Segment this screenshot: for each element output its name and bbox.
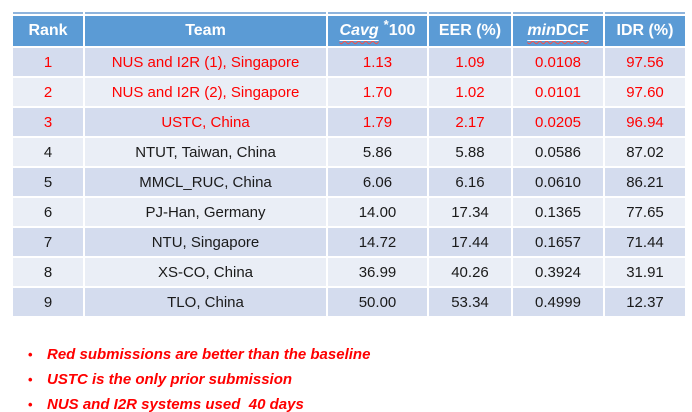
cell-cavg: 1.13 (328, 48, 427, 76)
cell-cavg: 1.79 (328, 108, 427, 136)
cell-team: TLO, China (85, 288, 326, 316)
cell-rank: 5 (13, 168, 83, 196)
cell-mindcf: 0.3924 (513, 258, 603, 286)
cell-mindcf: 0.0610 (513, 168, 603, 196)
bullet-icon: • (28, 347, 33, 362)
table-top-border-segment (429, 12, 511, 14)
cell-team: PJ-Han, Germany (85, 198, 326, 226)
cell-eer: 17.44 (429, 228, 511, 256)
col-header-team: Team (85, 16, 326, 46)
cell-eer: 5.88 (429, 138, 511, 166)
col-header-rank: Rank (13, 16, 83, 46)
table-top-border (13, 12, 685, 14)
cell-cavg: 50.00 (328, 288, 427, 316)
table-top-border-segment (85, 12, 326, 14)
cell-rank: 4 (13, 138, 83, 166)
table-top-border-segment (513, 12, 603, 14)
notes-list: • Red submissions are better than the bas… (28, 344, 370, 412)
cell-idr: 31.91 (605, 258, 685, 286)
cell-cavg: 6.06 (328, 168, 427, 196)
cell-idr: 96.94 (605, 108, 685, 136)
cell-idr: 86.21 (605, 168, 685, 196)
table-row: 7 NTU, Singapore 14.72 17.44 0.1657 71.44 (13, 228, 685, 256)
cell-team: XS-CO, China (85, 258, 326, 286)
cavg-label: Cavg (339, 22, 379, 39)
table-top-border-segment (328, 12, 427, 14)
mindcf-min-label: min (527, 22, 556, 39)
cell-idr: 77.65 (605, 198, 685, 226)
cell-mindcf: 0.4999 (513, 288, 603, 316)
cell-rank: 7 (13, 228, 83, 256)
bullet-icon: • (28, 372, 33, 387)
cell-team: NTUT, Taiwan, China (85, 138, 326, 166)
results-table: Rank Team Cavg *100 EER (%) minDCF IDR (%… (11, 10, 687, 318)
table-row: 4 NTUT, Taiwan, China 5.86 5.88 0.0586 87.02 (13, 138, 685, 166)
table-row: 6 PJ-Han, Germany 14.00 17.34 0.1365 77.65 (13, 198, 685, 226)
cell-mindcf: 0.1657 (513, 228, 603, 256)
cell-cavg: 14.00 (328, 198, 427, 226)
bullet-icon: • (28, 397, 33, 412)
cell-idr: 71.44 (605, 228, 685, 256)
cell-rank: 1 (13, 48, 83, 76)
cell-eer: 2.17 (429, 108, 511, 136)
table-row: 2 NUS and I2R (2), Singapore 1.70 1.02 0.010… (13, 78, 685, 106)
note-item: • Red submissions are better than the bas… (28, 344, 370, 366)
note-text: NUS and I2R systems used 40 days (47, 396, 304, 412)
note-text: Red submissions are better than the base… (47, 346, 371, 363)
table-row: 8 XS-CO, China 36.99 40.26 0.3924 31.91 (13, 258, 685, 286)
col-header-eer: EER (%) (429, 16, 511, 46)
cell-rank: 9 (13, 288, 83, 316)
cavg-multiplier: 100 (388, 22, 416, 39)
table-top-border-segment (13, 12, 83, 14)
cell-mindcf: 0.0586 (513, 138, 603, 166)
table-row: 1 NUS and I2R (1), Singapore 1.13 1.09 0.010… (13, 48, 685, 76)
cell-rank: 8 (13, 258, 83, 286)
cell-team: NUS and I2R (2), Singapore (85, 78, 326, 106)
cell-cavg: 1.70 (328, 78, 427, 106)
cell-eer: 40.26 (429, 258, 511, 286)
cell-eer: 1.09 (429, 48, 511, 76)
cavg-superscript: * (383, 17, 389, 32)
cell-idr: 12.37 (605, 288, 685, 316)
table-row: 9 TLO, China 50.00 53.34 0.4999 12.37 (13, 288, 685, 316)
cell-eer: 17.34 (429, 198, 511, 226)
cell-mindcf: 0.0205 (513, 108, 603, 136)
cell-eer: 53.34 (429, 288, 511, 316)
col-header-idr: IDR (%) (605, 16, 685, 46)
cell-cavg: 36.99 (328, 258, 427, 286)
note-text: USTC is the only prior submission (47, 371, 293, 388)
cell-team: USTC, China (85, 108, 326, 136)
note-item: • USTC is the only prior submission (28, 369, 370, 391)
cell-mindcf: 0.0108 (513, 48, 603, 76)
table-top-border-segment (605, 12, 685, 14)
cell-rank: 6 (13, 198, 83, 226)
cell-eer: 6.16 (429, 168, 511, 196)
cell-team: NUS and I2R (1), Singapore (85, 48, 326, 76)
cell-eer: 1.02 (429, 78, 511, 106)
note-item: • NUS and I2R systems used 40 days (28, 394, 370, 412)
col-header-mindcf: minDCF (513, 16, 603, 46)
cell-rank: 3 (13, 108, 83, 136)
cell-rank: 2 (13, 78, 83, 106)
mindcf-dcf-label: DCF (555, 22, 589, 39)
cell-team: MMCL_RUC, China (85, 168, 326, 196)
header-row: Rank Team Cavg *100 EER (%) minDCF IDR (%… (13, 16, 685, 46)
cell-team: NTU, Singapore (85, 228, 326, 256)
results-table-container: Rank Team Cavg *100 EER (%) minDCF IDR (%… (11, 10, 687, 318)
cell-mindcf: 0.0101 (513, 78, 603, 106)
table-row: 3 USTC, China 1.79 2.17 0.0205 96.94 (13, 108, 685, 136)
cell-idr: 97.60 (605, 78, 685, 106)
table-row: 5 MMCL_RUC, China 6.06 6.16 0.0610 86.21 (13, 168, 685, 196)
col-header-cavg: Cavg *100 (328, 16, 427, 46)
cell-mindcf: 0.1365 (513, 198, 603, 226)
cell-cavg: 5.86 (328, 138, 427, 166)
cell-idr: 87.02 (605, 138, 685, 166)
cell-idr: 97.56 (605, 48, 685, 76)
cell-cavg: 14.72 (328, 228, 427, 256)
